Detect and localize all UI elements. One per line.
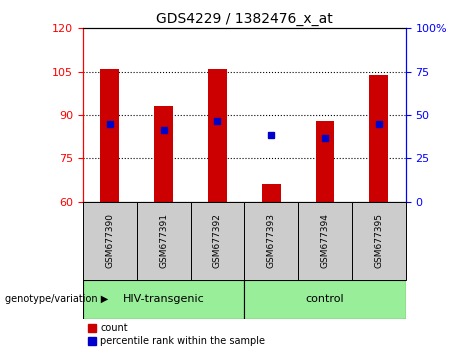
Text: GSM677395: GSM677395 — [374, 213, 383, 268]
Bar — [100, 69, 119, 202]
FancyBboxPatch shape — [137, 202, 190, 280]
Bar — [262, 184, 281, 202]
Text: genotype/variation ▶: genotype/variation ▶ — [5, 294, 108, 304]
Text: GSM677390: GSM677390 — [106, 213, 114, 268]
Bar — [316, 121, 334, 202]
FancyBboxPatch shape — [244, 280, 406, 319]
FancyBboxPatch shape — [83, 202, 137, 280]
Bar — [369, 75, 388, 202]
Text: GSM677392: GSM677392 — [213, 213, 222, 268]
Text: GSM677394: GSM677394 — [320, 213, 330, 268]
Legend: count, percentile rank within the sample: count, percentile rank within the sample — [88, 324, 266, 346]
FancyBboxPatch shape — [244, 202, 298, 280]
Text: GSM677393: GSM677393 — [267, 213, 276, 268]
FancyBboxPatch shape — [190, 202, 244, 280]
FancyBboxPatch shape — [298, 202, 352, 280]
Text: GSM677391: GSM677391 — [159, 213, 168, 268]
Text: HIV-transgenic: HIV-transgenic — [123, 294, 205, 304]
FancyBboxPatch shape — [83, 280, 244, 319]
Title: GDS4229 / 1382476_x_at: GDS4229 / 1382476_x_at — [156, 12, 333, 26]
Text: control: control — [306, 294, 344, 304]
Bar — [208, 69, 227, 202]
Bar — [154, 106, 173, 202]
FancyBboxPatch shape — [352, 202, 406, 280]
